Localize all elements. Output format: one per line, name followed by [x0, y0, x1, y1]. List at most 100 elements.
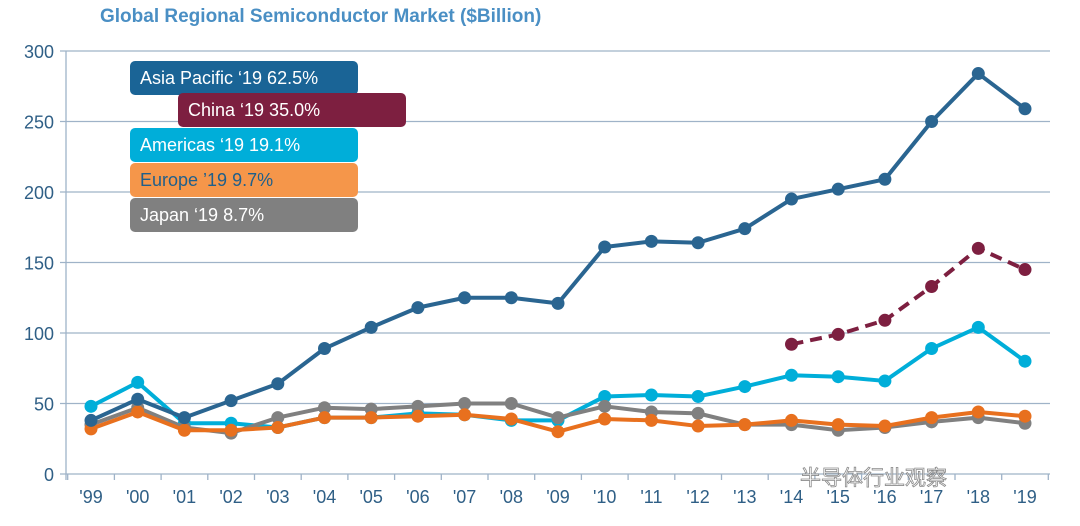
data-point-americas	[738, 380, 752, 394]
x-tick-label: '06	[406, 487, 429, 507]
data-point-china	[925, 279, 939, 293]
data-point-americas	[598, 389, 612, 403]
x-tick-label: '15	[826, 487, 849, 507]
y-tick-label: 300	[24, 42, 54, 62]
data-point-americas	[644, 388, 658, 402]
data-point-china	[785, 337, 798, 351]
watermark: 半导体行业观察	[800, 467, 948, 491]
x-tick-label: '04	[313, 487, 336, 507]
data-point-asia-pacific	[925, 115, 939, 128]
legend-label-americas: Americas ‘19 19.1%	[130, 128, 358, 162]
data-point-americas	[131, 375, 145, 389]
data-point-asia-pacific	[551, 296, 565, 310]
data-point-europe	[644, 413, 658, 427]
x-tick-label: '18	[967, 487, 990, 507]
x-tick-label: '02	[219, 487, 242, 507]
x-tick-label: '16	[873, 487, 896, 507]
data-point-europe	[831, 418, 845, 432]
legend-label-china: China ‘19 35.0%	[178, 93, 406, 127]
data-point-americas	[691, 389, 705, 403]
x-tick-label: '00	[126, 487, 149, 507]
data-point-europe	[551, 425, 565, 439]
data-point-asia-pacific	[598, 240, 612, 254]
x-tick-label: '99	[79, 487, 102, 507]
x-tick-label: '09	[546, 487, 569, 507]
data-point-americas	[925, 342, 939, 356]
y-tick-label: 100	[24, 324, 54, 344]
data-point-asia-pacific	[318, 342, 331, 356]
data-point-china	[831, 327, 845, 341]
x-tick-label: '05	[359, 487, 382, 507]
data-point-japan	[598, 399, 612, 413]
chart-title: Global Regional Semiconductor Market ($B…	[100, 6, 542, 27]
x-tick-label: '13	[733, 487, 756, 507]
data-point-asia-pacific	[878, 172, 892, 186]
x-tick-label: '01	[173, 487, 196, 507]
data-point-europe	[177, 423, 191, 437]
data-point-europe	[738, 418, 752, 432]
data-point-asia-pacific	[271, 377, 285, 391]
data-point-americas	[971, 320, 985, 334]
data-point-asia-pacific	[831, 182, 845, 196]
y-tick-label: 0	[44, 465, 54, 485]
data-point-americas	[1018, 354, 1032, 368]
data-point-japan	[551, 411, 565, 425]
data-point-asia-pacific	[971, 67, 985, 81]
data-point-americas	[84, 399, 98, 413]
legend-label-asia-pacific: Asia Pacific ‘19 62.5%	[130, 61, 358, 95]
data-point-asia-pacific	[738, 222, 752, 236]
data-point-japan	[411, 399, 425, 413]
data-point-asia-pacific	[224, 394, 238, 408]
data-point-europe	[458, 408, 472, 422]
data-point-europe	[271, 420, 285, 434]
x-tick-label: '17	[920, 487, 943, 507]
x-tick-label: '08	[500, 487, 523, 507]
data-point-japan	[504, 397, 518, 410]
data-point-europe	[598, 412, 612, 426]
data-point-americas	[785, 368, 798, 382]
data-point-china	[878, 313, 892, 327]
data-point-japan	[458, 397, 472, 410]
data-point-asia-pacific	[504, 291, 518, 305]
data-point-asia-pacific	[1018, 102, 1032, 116]
legend-label-japan: Japan ‘19 8.7%	[130, 198, 358, 232]
y-tick-label: 250	[24, 113, 54, 133]
x-tick-label: '12	[686, 487, 709, 507]
data-point-asia-pacific	[177, 411, 191, 425]
data-point-japan	[691, 406, 705, 420]
data-point-china	[1018, 263, 1032, 277]
x-tick-label: '10	[593, 487, 616, 507]
data-point-europe	[364, 411, 378, 425]
x-tick-label: '07	[453, 487, 476, 507]
x-tick-label: '14	[780, 487, 803, 507]
data-point-asia-pacific	[458, 291, 472, 305]
y-tick-label: 200	[24, 183, 54, 203]
data-point-europe	[971, 405, 985, 419]
data-point-asia-pacific	[644, 234, 658, 248]
data-point-europe	[131, 405, 145, 419]
data-point-china	[971, 241, 985, 255]
data-point-asia-pacific	[364, 320, 378, 334]
data-point-asia-pacific	[785, 192, 798, 206]
data-point-asia-pacific	[691, 236, 705, 250]
data-point-americas	[878, 374, 892, 388]
data-point-europe	[224, 423, 238, 437]
data-point-europe	[785, 413, 798, 427]
y-tick-label: 150	[24, 254, 54, 274]
x-tick-label: '11	[640, 487, 662, 507]
data-point-europe	[504, 412, 518, 426]
data-point-asia-pacific	[131, 392, 145, 406]
data-point-europe	[318, 411, 331, 425]
data-point-japan	[271, 411, 285, 425]
y-tick-label: 50	[34, 395, 54, 415]
data-point-europe	[1018, 409, 1032, 423]
data-point-japan	[318, 401, 331, 415]
data-point-europe	[878, 419, 892, 433]
x-tick-label: '19	[1013, 487, 1036, 507]
data-point-europe	[411, 409, 425, 423]
data-point-americas	[831, 370, 845, 384]
legend-label-europe: Europe ’19 9.7%	[130, 163, 358, 197]
data-point-asia-pacific	[411, 301, 425, 315]
series-line-china	[791, 246, 1026, 347]
